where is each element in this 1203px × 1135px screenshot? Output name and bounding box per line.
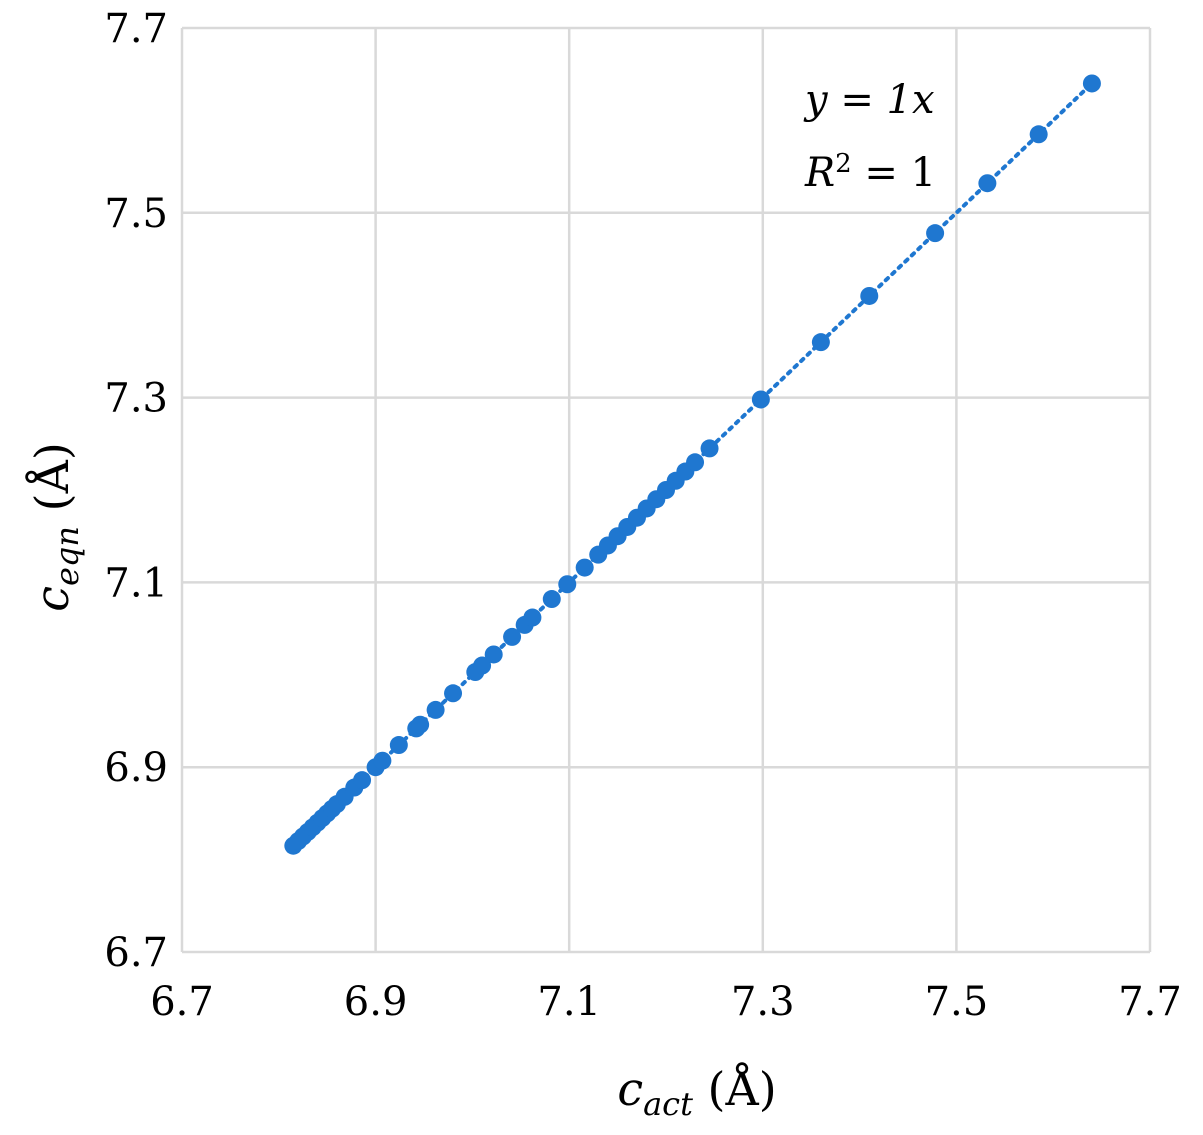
data-point xyxy=(523,608,542,627)
x-axis-unit: (Å) xyxy=(693,1061,777,1116)
data-point xyxy=(686,453,705,472)
data-point xyxy=(1082,74,1101,93)
data-point xyxy=(426,700,445,719)
r-squared-annotation: R2 = 1 xyxy=(804,149,936,196)
x-tick-label-2: 7.1 xyxy=(537,979,601,1025)
y-tick-label-2: 7.1 xyxy=(104,560,168,606)
x-tick-label-3: 7.3 xyxy=(731,979,795,1025)
x-axis-title: cact (Å) xyxy=(617,1061,776,1123)
data-point xyxy=(811,333,830,352)
data-point xyxy=(978,174,997,193)
data-point xyxy=(503,627,522,646)
x-axis-subscript: act xyxy=(643,1085,693,1123)
data-point xyxy=(860,286,879,305)
data-point xyxy=(484,645,503,664)
r-squared-exponent: 2 xyxy=(835,149,852,179)
data-point xyxy=(575,558,594,577)
y-tick-label-5: 7.7 xyxy=(104,6,168,52)
r-squared-variable: R xyxy=(804,150,835,196)
grid-layer xyxy=(180,26,1152,954)
data-point xyxy=(700,439,719,458)
x-axis-variable: c xyxy=(617,1062,643,1116)
x-tick-label-5: 7.7 xyxy=(1118,979,1182,1025)
y-tick-label-0: 6.7 xyxy=(104,930,168,976)
equation-annotation: y = 1x xyxy=(803,77,935,123)
x-tick-label-1: 6.9 xyxy=(344,979,408,1025)
y-axis-title: ceqn (Å) xyxy=(24,442,86,612)
data-point xyxy=(444,684,463,703)
y-axis-subscript: eqn xyxy=(48,526,86,586)
data-point xyxy=(1029,125,1048,144)
y-axis-variable: c xyxy=(25,586,79,612)
data-point xyxy=(558,575,577,594)
y-tick-label-1: 6.9 xyxy=(104,745,168,791)
data-point xyxy=(389,736,408,755)
y-tick-label-3: 7.3 xyxy=(104,376,168,422)
data-point xyxy=(411,715,430,734)
data-point xyxy=(926,224,945,243)
data-point xyxy=(373,751,392,770)
r-squared-value: = 1 xyxy=(852,150,936,196)
x-tick-label-4: 7.5 xyxy=(925,979,989,1025)
data-point xyxy=(751,390,770,409)
x-tick-label-0: 6.7 xyxy=(150,979,214,1025)
data-point xyxy=(473,656,492,675)
y-tick-labels: 6.7 6.9 7.1 7.3 7.5 7.7 xyxy=(104,6,168,976)
x-tick-labels: 6.7 6.9 7.1 7.3 7.5 7.7 xyxy=(150,979,1182,1025)
data-point xyxy=(353,771,372,790)
data-point xyxy=(542,590,561,609)
data-points-layer xyxy=(284,74,1101,855)
y-axis-unit: (Å) xyxy=(24,442,79,526)
y-tick-label-4: 7.5 xyxy=(104,191,168,237)
